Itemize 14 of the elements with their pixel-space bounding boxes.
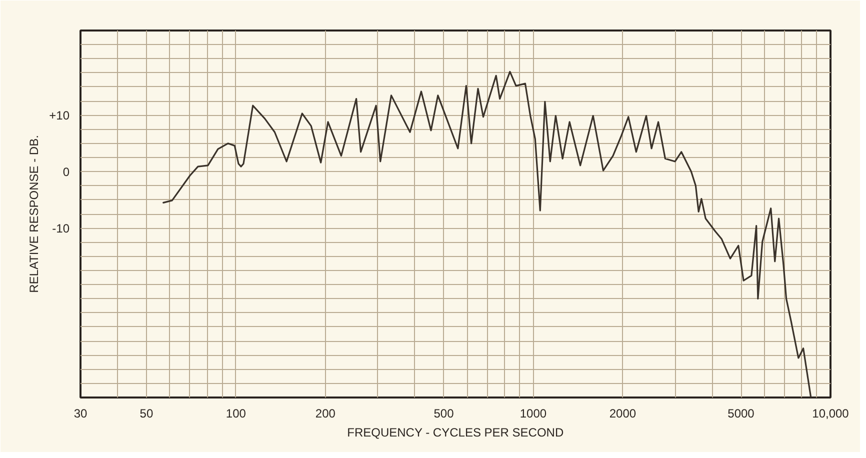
y-tick-label: 0 xyxy=(62,165,70,180)
x-tick-label: 30 xyxy=(74,406,88,420)
x-tick-label: 50 xyxy=(140,406,154,420)
x-tick-label: 500 xyxy=(434,406,454,420)
x-tick-label: 1000 xyxy=(520,406,547,420)
y-axis-title: RELATIVE RESPONSE - DB. xyxy=(27,135,42,293)
x-tick-label: 10,000 xyxy=(812,406,850,420)
x-tick-label: 2000 xyxy=(609,406,636,420)
x-tick-label: 200 xyxy=(315,406,336,420)
y-tick-label: +10 xyxy=(49,108,70,123)
x-tick-label: 100 xyxy=(226,406,246,420)
x-axis-title: FREQUENCY - CYCLES PER SECOND xyxy=(347,426,564,440)
y-tick-label: -10 xyxy=(52,222,70,236)
x-tick-label: 5000 xyxy=(728,406,755,420)
